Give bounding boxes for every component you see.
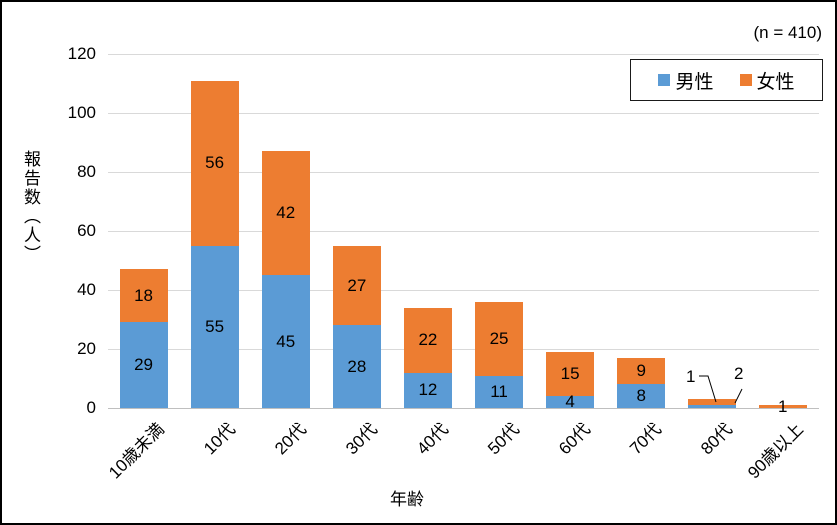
- gridline: [108, 54, 819, 55]
- bar-segment-男性-80代: [688, 405, 737, 408]
- male-series-swatch-icon: [658, 74, 671, 86]
- bar-segment-女性-20代: [261, 151, 310, 276]
- y-axis-title: 報告数（人）: [21, 150, 40, 264]
- bar-value-label: 4: [565, 392, 575, 412]
- bar-value-label: 15: [560, 364, 580, 384]
- bar-segment-女性-50代: [475, 301, 524, 376]
- legend-label-male: 男性: [675, 71, 714, 93]
- gridline: [108, 349, 819, 350]
- bar-value-label: 22: [418, 330, 438, 350]
- bar-value-label: 25: [489, 328, 509, 348]
- bar-value-label: 28: [347, 356, 367, 376]
- gridline: [108, 113, 819, 114]
- bar-segment-女性-40代: [403, 307, 452, 373]
- bar-segment-男性-20代: [261, 275, 310, 408]
- bar-segment-女性-90歳以上: [759, 405, 808, 408]
- legend-label-female: 女性: [756, 71, 795, 93]
- bar-segment-女性-70代: [617, 357, 666, 385]
- bar-segment-男性-10歳未満: [119, 322, 168, 408]
- y-axis-tick-label: 0: [86, 398, 96, 417]
- bar-segment-女性-10代: [190, 80, 239, 246]
- female-series-swatch-icon: [739, 74, 752, 86]
- callout-female-80s: 2: [734, 364, 744, 383]
- gridline: [108, 231, 819, 232]
- bar-segment-男性-60代: [546, 396, 595, 408]
- bar-value-label: 27: [347, 275, 367, 295]
- x-axis-tick-label-80代: 80代: [697, 419, 737, 459]
- x-axis-tick-label-50代: 50代: [484, 419, 524, 459]
- y-axis-tick-label: 60: [77, 221, 96, 240]
- y-axis-tick-label: 20: [77, 339, 96, 358]
- x-axis-title: 年齢: [390, 490, 424, 509]
- callout-female-90s: 1: [778, 397, 788, 416]
- bar-value-label: 8: [636, 386, 646, 406]
- bar-segment-男性-70代: [617, 384, 666, 408]
- bar-value-label: 12: [418, 380, 438, 400]
- bar-value-label: 18: [134, 285, 153, 305]
- bar-segment-男性-30代: [332, 325, 381, 408]
- x-axis-tick-label-90歳以上: 90歳以上: [744, 419, 808, 483]
- bar-value-label: 56: [205, 153, 225, 173]
- gridline: [108, 172, 819, 173]
- x-axis-tick-label-10代: 10代: [199, 419, 239, 459]
- bar-segment-女性-80代: [688, 399, 737, 406]
- x-axis-tick-label-60代: 60代: [555, 419, 595, 459]
- gridline: [108, 290, 819, 291]
- y-axis-tick-label: 80: [77, 162, 96, 181]
- bar-value-label: 11: [490, 381, 508, 401]
- bar-segment-男性-40代: [403, 372, 452, 408]
- sample-size-label: (n = 410): [753, 23, 822, 42]
- y-axis-tick-label: 120: [67, 44, 96, 63]
- legend-item-female: 女性: [739, 67, 795, 94]
- bar-value-label: 55: [205, 316, 225, 336]
- y-axis-tick-label: 40: [77, 280, 96, 299]
- bar-value-label: 42: [276, 203, 296, 223]
- callout-male-80s: 1: [686, 367, 696, 386]
- bar-segment-男性-10代: [190, 245, 239, 408]
- legend-item-male: 男性: [658, 67, 714, 94]
- legend: 男性 女性: [630, 59, 823, 101]
- x-axis-tick-label-40代: 40代: [413, 419, 452, 459]
- bar-segment-女性-10歳未満: [119, 269, 168, 323]
- x-axis-line: [108, 408, 819, 409]
- x-axis-tick-label-70代: 70代: [626, 419, 666, 459]
- bar-segment-男性-50代: [475, 375, 524, 408]
- bar-segment-女性-30代: [332, 245, 381, 326]
- bar-value-label: 9: [636, 361, 646, 381]
- x-axis-tick-label-30代: 30代: [341, 419, 381, 459]
- y-axis-tick-label: 100: [67, 103, 96, 122]
- x-axis-tick-label-10歳未満: 10歳未満: [104, 419, 168, 483]
- bar-value-label: 29: [134, 355, 153, 375]
- bar-segment-女性-60代: [546, 351, 595, 397]
- bar-value-label: 45: [276, 331, 296, 351]
- x-axis-tick-label-20代: 20代: [270, 419, 310, 459]
